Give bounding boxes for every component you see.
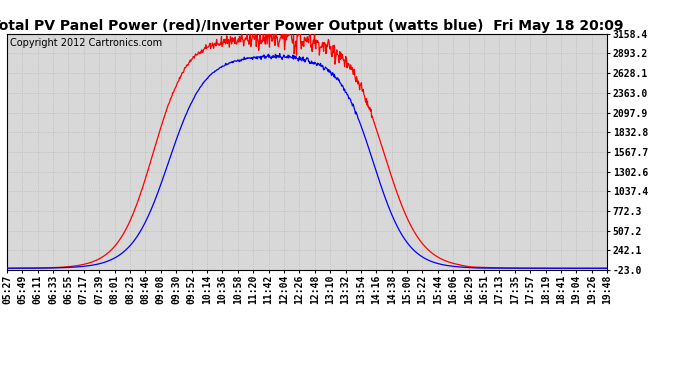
Text: Copyright 2012 Cartronics.com: Copyright 2012 Cartronics.com bbox=[10, 39, 162, 48]
Title: Total PV Panel Power (red)/Inverter Power Output (watts blue)  Fri May 18 20:09: Total PV Panel Power (red)/Inverter Powe… bbox=[0, 19, 623, 33]
